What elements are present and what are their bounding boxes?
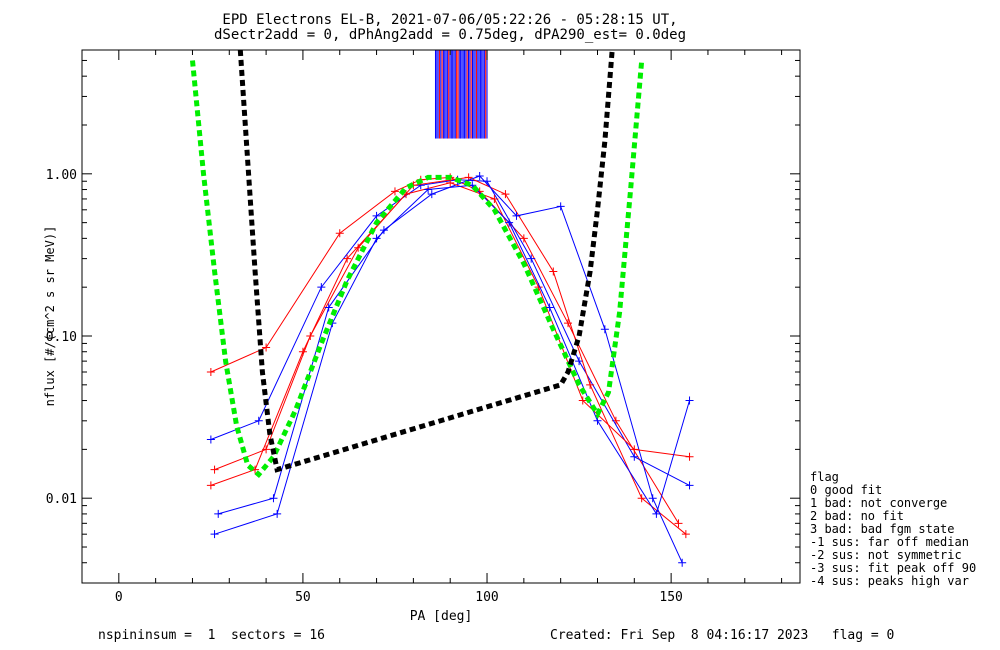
data-point-marker: [519, 234, 528, 243]
data-point-marker: [298, 347, 307, 356]
data-point-marker: [564, 319, 573, 328]
data-point-marker: [390, 187, 399, 196]
data-point-marker: [372, 211, 381, 220]
fit-curve-green: [190, 60, 645, 479]
x-axis-label: PA [deg]: [410, 609, 473, 624]
data-point-marker: [556, 202, 565, 211]
legend: flag 0 good fit 1 bad: not converge 2 ba…: [810, 470, 976, 588]
data-point-marker: [600, 325, 609, 334]
data-point-marker: [317, 283, 326, 292]
data-point-marker: [262, 343, 271, 352]
data-series-line: [214, 184, 690, 535]
data-point-marker: [575, 357, 584, 366]
data-point-marker: [685, 396, 694, 405]
x-tick-label: 150: [659, 590, 682, 605]
data-point-marker: [424, 185, 433, 194]
data-point-marker: [630, 445, 639, 454]
data-point-marker: [501, 190, 510, 199]
legend-item: 2 bad: no fit: [810, 509, 904, 523]
data-point-marker: [648, 494, 657, 503]
chart-title: EPD Electrons EL-B, 2021-07-06/05:22:26 …: [222, 12, 677, 28]
data-point-marker: [545, 303, 554, 312]
data-point-marker: [475, 171, 484, 180]
x-tick-label: 50: [295, 590, 311, 605]
data-point-marker: [214, 509, 223, 518]
data-point-marker: [674, 519, 683, 528]
data-point-marker: [372, 234, 381, 243]
x-tick-label: 100: [475, 590, 498, 605]
plot-frame: [81, 49, 801, 584]
data-point-marker: [206, 367, 215, 376]
data-point-marker: [206, 435, 215, 444]
legend-title: flag: [810, 470, 839, 484]
fit-curve-black: [237, 50, 615, 473]
data-point-marker: [586, 380, 595, 389]
data-point-marker: [446, 178, 455, 187]
data-point-marker: [273, 509, 282, 518]
data-point-marker: [210, 530, 219, 539]
data-point-marker: [206, 481, 215, 490]
footer-left: nspininsum = 1 sectors = 16: [98, 628, 325, 643]
x-tick-label: 0: [115, 590, 123, 605]
y-tick-label: 0.10: [46, 330, 77, 345]
legend-item: -4 sus: peaks high var: [810, 574, 969, 588]
data-point-marker: [578, 396, 587, 405]
data-point-marker: [354, 243, 363, 252]
data-point-marker: [512, 211, 521, 220]
data-point-marker: [652, 509, 661, 518]
data-point-marker: [335, 229, 344, 238]
legend-item: -3 sus: fit peak off 90: [810, 561, 976, 575]
data-point-marker: [490, 194, 499, 203]
data-point-marker: [269, 494, 278, 503]
data-point-marker: [527, 254, 536, 263]
y-axis-label: nflux [#/(cm^2 s sr MeV)]: [43, 226, 57, 407]
data-series-line: [218, 175, 683, 563]
data-point-marker: [678, 558, 687, 567]
legend-item: -2 sus: not symmetric: [810, 548, 962, 562]
plot-area: 0 50 100 150 0.01 0.10 1.00: [46, 49, 801, 605]
legend-item: 3 bad: bad fgm state: [810, 522, 955, 536]
legend-item: 0 good fit: [810, 483, 882, 497]
data-point-marker: [254, 416, 263, 425]
data-point-marker: [630, 452, 639, 461]
legend-item: -1 sus: far off median: [810, 535, 969, 549]
data-point-marker: [210, 465, 219, 474]
data-point-marker: [505, 218, 514, 227]
data-point-marker: [324, 303, 333, 312]
data-point-marker: [685, 452, 694, 461]
data-point-marker: [549, 267, 558, 276]
data-point-marker: [379, 226, 388, 235]
legend-item: 1 bad: not converge: [810, 496, 947, 510]
data-point-marker: [681, 530, 690, 539]
data-point-marker: [685, 481, 694, 490]
footer-right: Created: Fri Sep 8 04:16:17 2023 flag = …: [550, 628, 894, 643]
chart-subtitle: dSectr2add = 0, dPhAng2add = 0.75deg, dP…: [214, 27, 686, 43]
y-tick-label: 0.01: [46, 492, 77, 507]
y-tick-label: 1.00: [46, 168, 77, 183]
data-point-marker: [637, 494, 646, 503]
data-point-marker: [427, 190, 436, 199]
data-point-marker: [343, 254, 352, 263]
